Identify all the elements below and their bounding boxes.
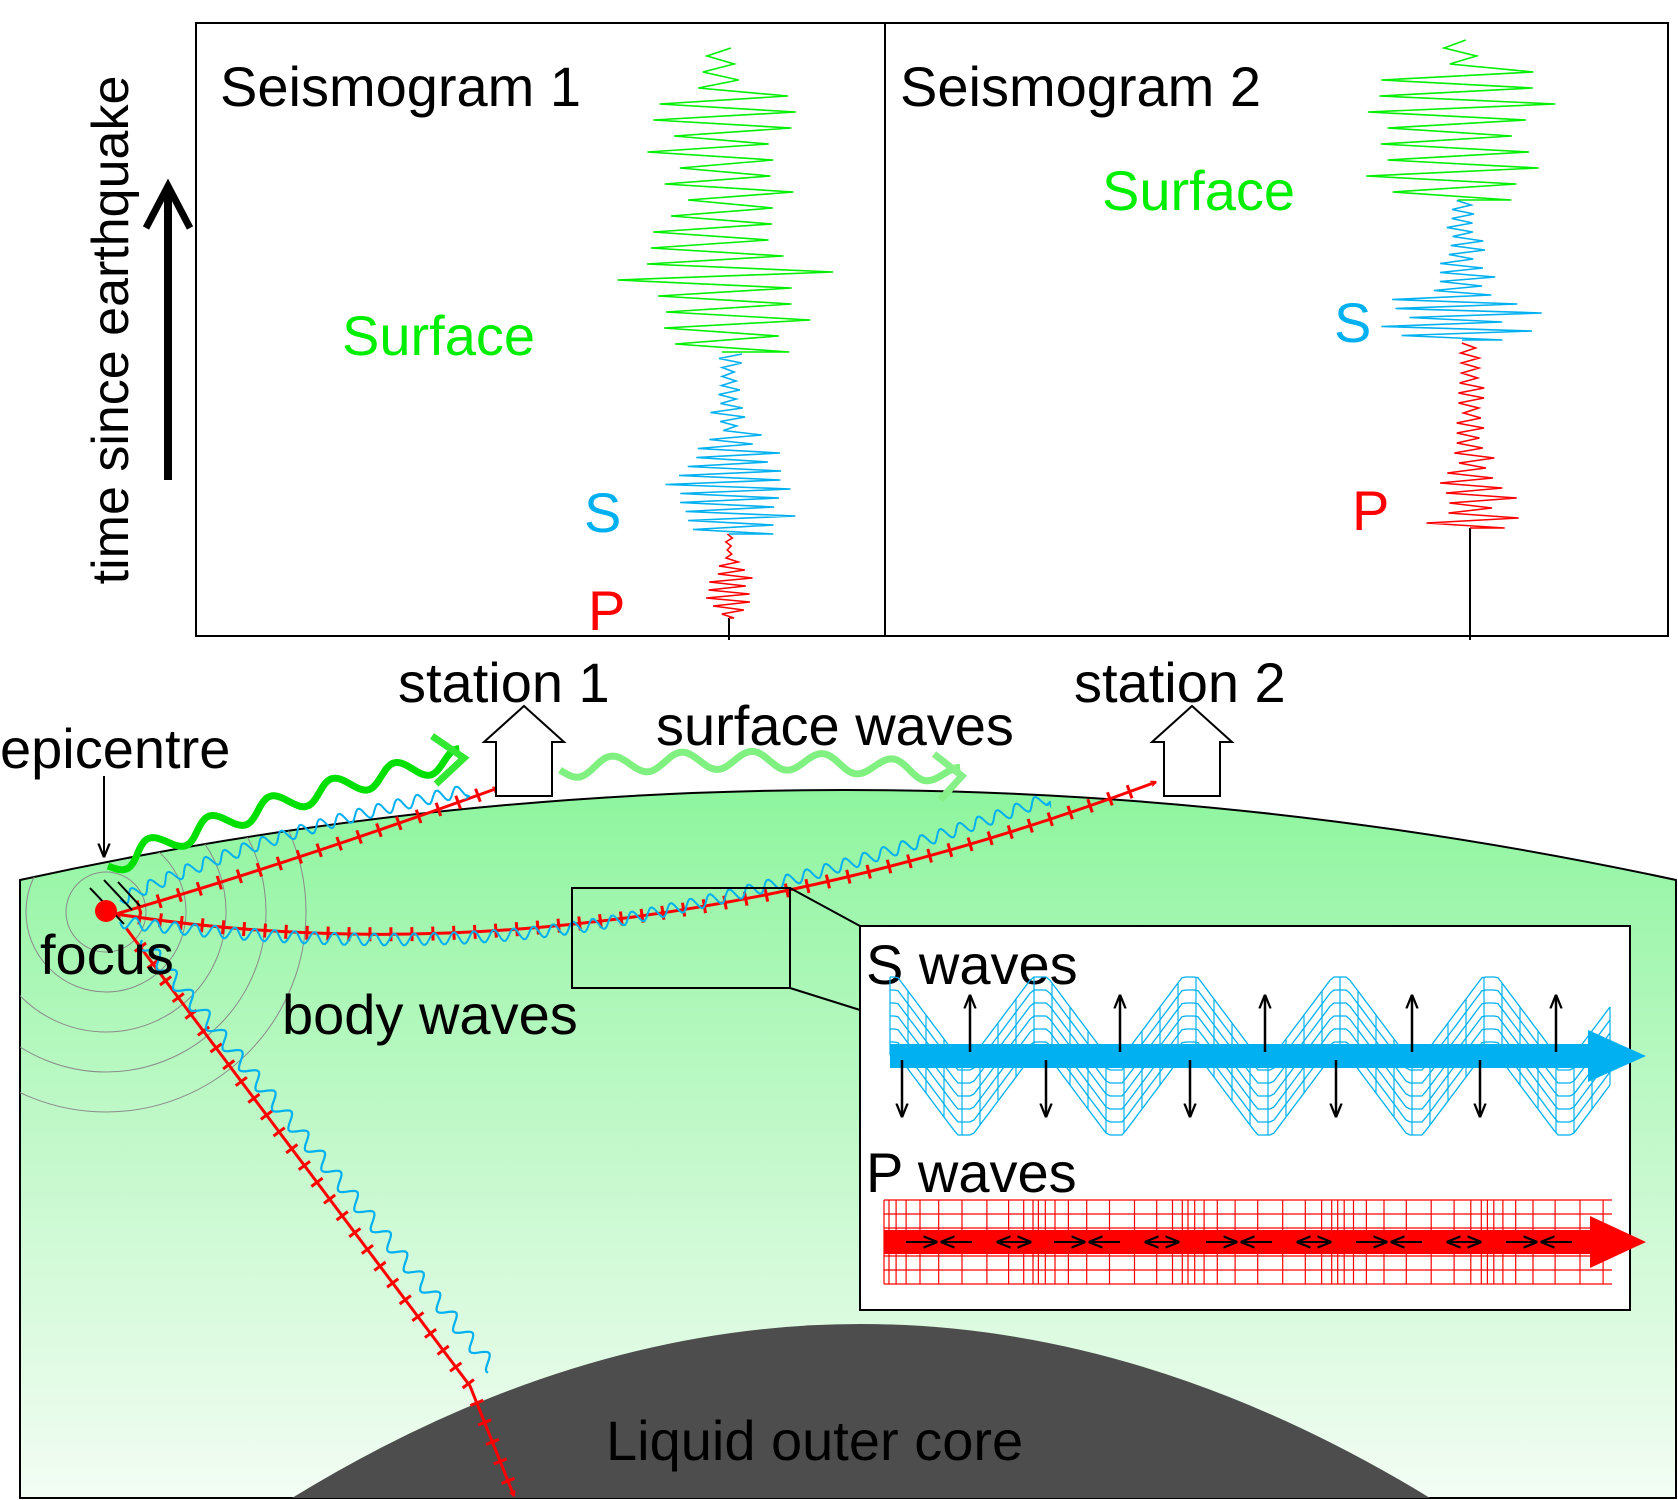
seismogram-2-title: Seismogram 2 bbox=[900, 55, 1261, 118]
seismogram-2-trace bbox=[1366, 39, 1556, 640]
time-axis-label: time since earthquake bbox=[82, 76, 140, 585]
time-axis-arrowhead-icon bbox=[142, 178, 194, 230]
p-wave-illustration bbox=[883, 1199, 1646, 1285]
s-wave-illustration bbox=[889, 976, 1646, 1136]
seismogram-panel bbox=[195, 22, 1669, 637]
seismogram-2-s-label: S bbox=[1334, 291, 1371, 354]
surface-waves-label: surface waves bbox=[656, 694, 1014, 757]
body-waves-label: body waves bbox=[282, 983, 578, 1046]
focus-label: focus bbox=[40, 923, 174, 986]
epicentre-label: epicentre bbox=[0, 717, 230, 780]
station-1-label: station 1 bbox=[398, 651, 610, 714]
surface-wave-paths bbox=[106, 733, 968, 874]
seismogram-2-p-label: P bbox=[1352, 479, 1389, 542]
seismogram-1-title: Seismogram 1 bbox=[220, 55, 581, 118]
zoom-box bbox=[571, 887, 791, 989]
station-2-icon bbox=[1149, 704, 1235, 797]
outer-core bbox=[292, 1324, 1430, 1498]
seismogram-1-surface-label: Surface bbox=[342, 304, 535, 367]
zoom-leader-top bbox=[789, 887, 861, 927]
seismogram-1-s-label: S bbox=[584, 481, 621, 544]
station-1-icon bbox=[481, 704, 567, 797]
focus-marker bbox=[95, 900, 117, 922]
s-wave-paths bbox=[119, 785, 1050, 1374]
seismogram-2-surface-label: Surface bbox=[1102, 159, 1295, 222]
zoom-leader-bottom bbox=[789, 987, 861, 1011]
inset-s-waves-title: S waves bbox=[866, 933, 1078, 996]
seismogram-1-trace bbox=[617, 47, 834, 640]
station-2-label: station 2 bbox=[1074, 651, 1286, 714]
outer-core-label: Liquid outer core bbox=[606, 1409, 1023, 1472]
seismogram-1-p-label: P bbox=[588, 579, 625, 642]
inset-p-waves-title: P waves bbox=[866, 1141, 1077, 1204]
